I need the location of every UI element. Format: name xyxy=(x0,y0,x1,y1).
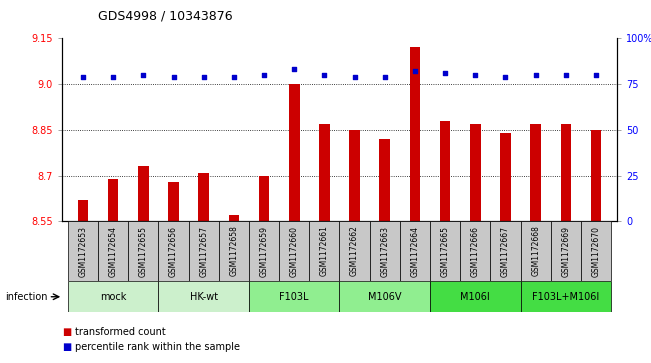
Bar xyxy=(249,221,279,281)
Bar xyxy=(279,221,309,281)
Bar xyxy=(551,221,581,281)
Point xyxy=(500,74,510,79)
Bar xyxy=(319,124,329,221)
Bar xyxy=(340,281,430,312)
Bar xyxy=(531,124,541,221)
Text: GSM1172658: GSM1172658 xyxy=(229,226,238,277)
Point xyxy=(470,72,480,78)
Text: HK-wt: HK-wt xyxy=(189,292,217,302)
Point xyxy=(409,68,420,74)
Bar xyxy=(380,139,390,221)
Bar xyxy=(460,221,490,281)
Bar xyxy=(409,47,421,221)
Text: GSM1172653: GSM1172653 xyxy=(79,226,87,277)
Point xyxy=(229,74,239,79)
Bar xyxy=(219,221,249,281)
Bar xyxy=(340,221,370,281)
Point xyxy=(440,70,450,76)
Text: F103L+M106I: F103L+M106I xyxy=(533,292,600,302)
Bar xyxy=(138,167,148,221)
Bar xyxy=(229,215,239,221)
Text: GSM1172670: GSM1172670 xyxy=(592,226,600,277)
Bar xyxy=(430,221,460,281)
Bar xyxy=(590,130,602,221)
Text: GSM1172665: GSM1172665 xyxy=(441,226,450,277)
Text: ■: ■ xyxy=(62,342,71,352)
Text: GDS4998 / 10343876: GDS4998 / 10343876 xyxy=(98,9,232,22)
Bar xyxy=(258,176,270,221)
Bar xyxy=(370,221,400,281)
Bar xyxy=(521,221,551,281)
Bar xyxy=(470,124,480,221)
Point xyxy=(591,72,602,78)
Text: M106V: M106V xyxy=(368,292,402,302)
Text: GSM1172667: GSM1172667 xyxy=(501,226,510,277)
Bar xyxy=(561,124,571,221)
Text: mock: mock xyxy=(100,292,126,302)
Point xyxy=(289,66,299,72)
Text: GSM1172662: GSM1172662 xyxy=(350,226,359,277)
Point xyxy=(108,74,118,79)
Bar xyxy=(68,221,98,281)
Bar xyxy=(158,281,249,312)
Bar xyxy=(440,121,450,221)
Point xyxy=(561,72,571,78)
Bar xyxy=(199,172,209,221)
Bar xyxy=(158,221,189,281)
Bar xyxy=(68,281,158,312)
Text: GSM1172660: GSM1172660 xyxy=(290,226,299,277)
Text: M106I: M106I xyxy=(460,292,490,302)
Text: percentile rank within the sample: percentile rank within the sample xyxy=(75,342,240,352)
Text: GSM1172654: GSM1172654 xyxy=(109,226,118,277)
Point xyxy=(199,74,209,79)
Bar xyxy=(128,221,158,281)
Point xyxy=(77,74,88,79)
Bar xyxy=(108,179,118,221)
Text: GSM1172666: GSM1172666 xyxy=(471,226,480,277)
Bar xyxy=(400,221,430,281)
Point xyxy=(350,74,360,79)
Text: GSM1172669: GSM1172669 xyxy=(561,226,570,277)
Text: GSM1172663: GSM1172663 xyxy=(380,226,389,277)
Text: GSM1172655: GSM1172655 xyxy=(139,226,148,277)
Text: GSM1172668: GSM1172668 xyxy=(531,226,540,277)
Text: GSM1172659: GSM1172659 xyxy=(260,226,269,277)
Bar xyxy=(490,221,521,281)
Bar xyxy=(289,84,299,221)
Text: transformed count: transformed count xyxy=(75,327,165,337)
Point xyxy=(380,74,390,79)
Bar xyxy=(77,200,89,221)
Bar xyxy=(500,133,511,221)
Bar xyxy=(189,221,219,281)
Bar xyxy=(249,281,340,312)
Text: ■: ■ xyxy=(62,327,71,337)
Bar xyxy=(168,182,179,221)
Point xyxy=(319,72,329,78)
Text: GSM1172657: GSM1172657 xyxy=(199,226,208,277)
Point xyxy=(531,72,541,78)
Bar xyxy=(98,221,128,281)
Text: infection: infection xyxy=(5,292,48,302)
Bar xyxy=(521,281,611,312)
Text: GSM1172664: GSM1172664 xyxy=(410,226,419,277)
Text: GSM1172656: GSM1172656 xyxy=(169,226,178,277)
Bar xyxy=(430,281,521,312)
Bar xyxy=(309,221,340,281)
Bar xyxy=(581,221,611,281)
Text: F103L: F103L xyxy=(279,292,309,302)
Bar xyxy=(350,130,360,221)
Text: GSM1172661: GSM1172661 xyxy=(320,226,329,277)
Point xyxy=(169,74,179,79)
Point xyxy=(259,72,270,78)
Point xyxy=(138,72,148,78)
